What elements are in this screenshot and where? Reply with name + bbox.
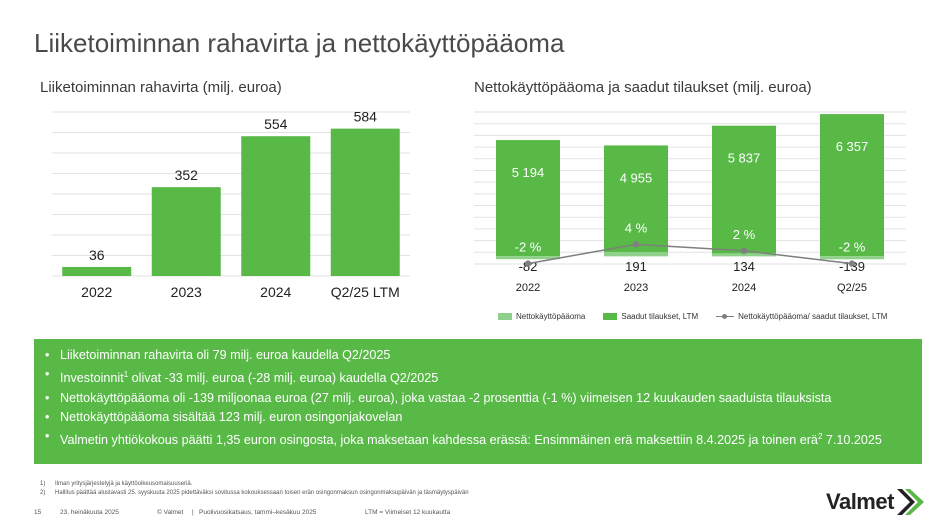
bar-working-capital	[712, 253, 776, 257]
orders-label: 5 837	[728, 151, 761, 166]
tick-label: 2024	[732, 282, 756, 294]
bullet-item: Nettokäyttöpääoma sisältää 123 milj. eur…	[44, 408, 912, 427]
tick-label: Q2/25	[837, 282, 867, 294]
ratio-point	[848, 260, 856, 267]
bar	[151, 187, 221, 276]
data-label: 554	[264, 116, 288, 132]
key-points-box: Liiketoiminnan rahavirta oli 79 milj. eu…	[34, 339, 922, 464]
bar	[241, 136, 311, 276]
chart-legend: Nettokäyttöpääoma Saadut tilaukset, LTM …	[498, 312, 905, 321]
slide-title: Liiketoiminnan rahavirta ja nettokäyttöp…	[34, 28, 565, 58]
ratio-point	[740, 247, 748, 254]
ratio-label: -2 %	[839, 240, 866, 255]
ratio-point	[524, 260, 532, 267]
bar-orders	[604, 145, 668, 257]
bullet-item: Nettokäyttöpääoma oli -139 miljoonaa eur…	[44, 389, 912, 408]
footer-date: 23. heinäkuuta 2025	[60, 509, 119, 516]
ratio-label: -2 %	[515, 240, 542, 255]
orders-label: 6 357	[836, 139, 869, 154]
ratio-label: 2 %	[733, 227, 756, 242]
legend-label: Nettokäyttöpääoma/ saadut tilaukset, LTM	[738, 312, 888, 321]
ratio-line	[527, 243, 853, 265]
legend-item-orders: Saadut tilaukset, LTM	[603, 312, 698, 321]
bar-working-capital	[604, 251, 668, 257]
tick-label: 2023	[171, 284, 202, 300]
tick-label: 2022	[81, 284, 112, 300]
logo-chevron-icon	[896, 489, 924, 515]
tick-label: 2022	[516, 282, 540, 294]
working-capital-label: 134	[733, 259, 755, 274]
footer-presentation: Puolivuosikatsaus, tammi–kesäkuu 2025	[199, 509, 317, 516]
footnotes: 1) Ilman yritysjärjestelyjä ja käyttöoike…	[40, 480, 469, 498]
bar-working-capital	[820, 256, 884, 260]
cash-flow-chart-title: Liiketoiminnan rahavirta (milj. euroa)	[40, 79, 282, 96]
legend-item-ratio: Nettokäyttöpääoma/ saadut tilaukset, LTM	[716, 312, 887, 321]
bar-orders	[820, 114, 884, 257]
orders-label: 4 955	[620, 170, 653, 185]
tick-label: Q2/25 LTM	[331, 284, 400, 300]
logo-text: Valmet	[826, 489, 894, 514]
bullet-item: Investoinnit1 olivat -33 milj. euroa (-2…	[44, 365, 912, 388]
footnote-ref: 1	[123, 370, 129, 380]
footer-separator: |	[192, 509, 194, 516]
legend-item-working-capital: Nettokäyttöpääoma	[498, 312, 585, 321]
bar	[330, 128, 400, 276]
footnote-ref: 2	[817, 432, 823, 441]
legend-swatch-orders	[603, 313, 618, 320]
valmet-logo: Valmet	[826, 489, 926, 515]
orders-label: 5 194	[512, 165, 545, 180]
data-label: 36	[89, 247, 105, 263]
legend-swatch-working-capital	[498, 313, 512, 320]
bar-orders	[712, 125, 776, 257]
tick-label: 2023	[624, 282, 648, 294]
footnote: 1) Ilman yritysjärjestelyjä ja käyttöoike…	[40, 481, 193, 487]
footer-copyright: © Valmet	[157, 509, 184, 516]
footnote: 2) Hallitus päättää alustavasti 25. syysk…	[40, 490, 469, 496]
bar	[62, 266, 132, 276]
bar-orders	[496, 140, 560, 257]
tick-label: 2024	[260, 284, 291, 300]
ratio-label: 4 %	[625, 220, 648, 235]
bar-working-capital	[496, 256, 560, 260]
ratio-point	[632, 241, 640, 248]
legend-swatch-ratio	[716, 313, 735, 321]
legend-label: Nettokäyttöpääoma	[516, 312, 586, 321]
data-label: 352	[175, 167, 199, 183]
page-number: 15	[34, 509, 42, 516]
bullet-item: Valmetin yhtiökokous päätti 1,35 euron o…	[44, 427, 912, 450]
footer-ltm-note: LTM = Viimeiset 12 kuukautta	[365, 509, 451, 516]
bullet-item: Liiketoiminnan rahavirta oli 79 milj. eu…	[44, 346, 912, 365]
working-capital-label: 191	[625, 259, 647, 274]
data-label: 584	[354, 109, 378, 125]
legend-label: Saadut tilaukset, LTM	[621, 312, 699, 321]
working-capital-chart-title: Nettokäyttöpääoma ja saadut tilaukset (m…	[474, 79, 812, 96]
